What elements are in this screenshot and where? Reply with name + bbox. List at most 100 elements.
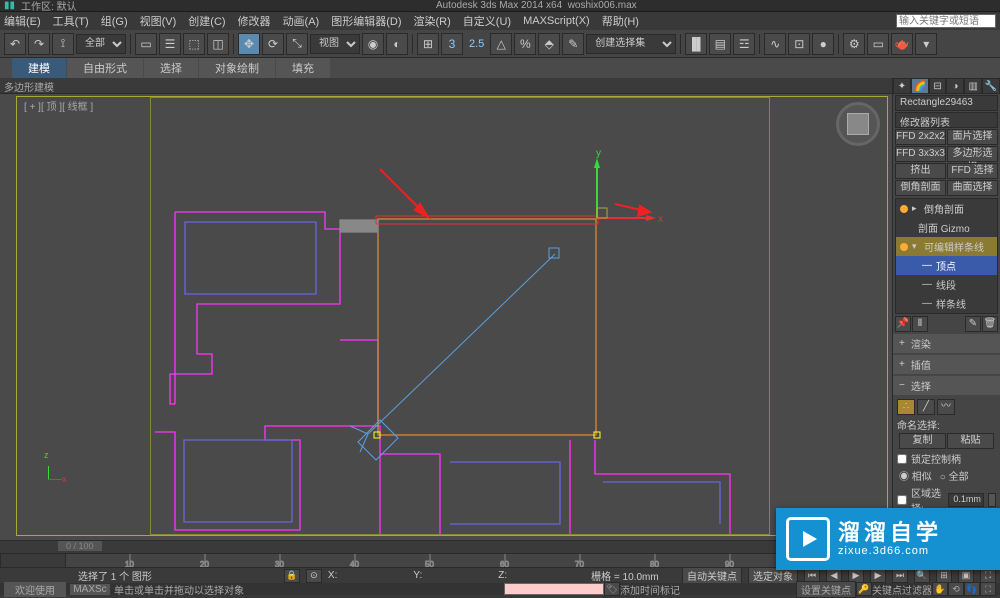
scale-btn[interactable]: ⤡ [286, 33, 308, 55]
object-name-field[interactable]: Rectangle29463 [895, 95, 998, 111]
keymode-btn[interactable]: ⊞ [417, 33, 439, 55]
auto-key-btn[interactable]: 自动关键点 [682, 567, 742, 584]
nav-zoomall-btn[interactable]: ⊞ [936, 569, 952, 583]
subobj-spline-btn[interactable]: 〰 [937, 399, 955, 415]
nav-fov-btn[interactable]: ▣ [958, 569, 974, 583]
menu-grapheditors[interactable]: 图形编辑器(D) [331, 13, 401, 29]
render-btn[interactable]: 🫖 [891, 33, 913, 55]
render-iterative-btn[interactable]: ▾ [915, 33, 937, 55]
qbtn-polysel[interactable]: 多边形选择 [947, 146, 998, 162]
subobj-segment-btn[interactable]: ╱ [917, 399, 935, 415]
menu-create[interactable]: 创建(C) [188, 13, 225, 29]
area-sel-check[interactable] [897, 495, 907, 505]
ribbon-tab-populate[interactable]: 填充 [276, 58, 330, 78]
undo-btn[interactable]: ↶ [4, 33, 26, 55]
qbtn-ffd3[interactable]: FFD 3x3x3 [895, 146, 946, 162]
spinner-snap-btn[interactable]: ⬘ [538, 33, 560, 55]
stack-vertex[interactable]: — 顶点 [896, 256, 997, 275]
subobj-vertex-btn[interactable]: ∴ [897, 399, 915, 415]
pct-snap-btn[interactable]: % [514, 33, 536, 55]
menu-group[interactable]: 组(G) [101, 13, 128, 29]
refcoord-dropdown[interactable]: 视图 [310, 34, 360, 54]
qbtn-ffdsel[interactable]: FFD 选择 [947, 163, 998, 179]
qbtn-surfsel[interactable]: 曲面选择 [947, 180, 998, 196]
menu-edit[interactable]: 编辑(E) [4, 13, 41, 29]
tab-display-icon[interactable]: ▥ [964, 78, 982, 94]
viewport-area[interactable]: [ + ][ 顶 ][ 线框 ] [0, 94, 892, 540]
area-sel-spinner[interactable]: 0.1mm [948, 493, 984, 507]
keyfilter-label[interactable]: 关键点过滤器 [872, 582, 932, 597]
tab-motion-icon[interactable]: ◑ [946, 78, 964, 94]
menu-customize[interactable]: 自定义(U) [463, 13, 511, 29]
stack-spline[interactable]: — 样条线 [896, 294, 997, 313]
ribbon-tab-modeling[interactable]: 建模 [12, 58, 66, 78]
stack-profilegizmo[interactable]: 剖面 Gizmo [896, 218, 997, 237]
copy-sel-btn[interactable]: 复制 [899, 433, 946, 449]
paste-sel-btn[interactable]: 粘贴 [947, 433, 994, 449]
qbtn-ffd2[interactable]: FFD 2x2x2 [895, 129, 946, 145]
pivot-btn[interactable]: ◉ [362, 33, 384, 55]
window-crossing-btn[interactable]: ◫ [207, 33, 229, 55]
menu-tools[interactable]: 工具(T) [53, 13, 89, 29]
schematic-btn[interactable]: ⊡ [788, 33, 810, 55]
qbtn-patchsel[interactable]: 面片选择 [947, 129, 998, 145]
rendered-frame-btn[interactable]: ▭ [867, 33, 889, 55]
nav-zoom-btn[interactable]: 🔍 [914, 569, 930, 583]
menu-maxscript[interactable]: MAXScript(X) [523, 15, 590, 27]
lock-sel-btn[interactable]: 🔒 [284, 569, 300, 583]
time-slider[interactable]: 0 / 100 [0, 540, 892, 553]
tab-hierarchy-icon[interactable]: ⊟ [929, 78, 947, 94]
snap-btn[interactable]: 3 [441, 33, 463, 55]
ed-named-sel-btn[interactable]: ✎ [562, 33, 584, 55]
area-sel-spinner-btns[interactable] [988, 493, 996, 507]
material-btn[interactable]: ● [812, 33, 834, 55]
qbtn-bevelprof[interactable]: 倒角剖面 [895, 180, 946, 196]
named-sel-dropdown[interactable]: 创建选择集 [586, 34, 676, 54]
angle-snap-btn[interactable]: △ [490, 33, 512, 55]
select-object-btn[interactable]: ▭ [135, 33, 157, 55]
tab-utilities-icon[interactable]: 🔧 [982, 78, 1000, 94]
stack-config-btn[interactable]: ✎ [965, 316, 981, 332]
align-btn[interactable]: ▤ [709, 33, 731, 55]
menu-modifiers[interactable]: 修改器 [238, 13, 271, 29]
rollout-interp[interactable]: +插值 [893, 355, 1000, 374]
iso-btn[interactable]: ⊙ [306, 569, 322, 583]
manip-btn[interactable]: ◐ [386, 33, 408, 55]
tab-modify-icon[interactable]: 🌈 [911, 78, 929, 94]
nav-maxmin-btn[interactable]: ⛶ [980, 582, 996, 596]
ribbon-tab-freeform[interactable]: 自由形式 [67, 58, 143, 78]
mirror-btn[interactable]: ▐▌ [685, 33, 707, 55]
move-btn[interactable]: ✥ [238, 33, 260, 55]
rollout-selection[interactable]: −选择 [893, 376, 1000, 395]
radio-similar[interactable]: ◉ 相似 [899, 468, 932, 483]
stack-pin-btn[interactable]: 📌 [895, 316, 911, 332]
stack-bevelprofile[interactable]: ▸倒角剖面 [896, 199, 997, 218]
next-frame-btn[interactable]: ▶ [870, 569, 886, 583]
menu-rendering[interactable]: 渲染(R) [414, 13, 451, 29]
nav-zoomext-btn[interactable]: ⛶ [980, 569, 996, 583]
nav-pan-btn[interactable]: ✋ [932, 582, 948, 596]
menu-animation[interactable]: 动画(A) [283, 13, 320, 29]
select-rect-btn[interactable]: ⬚ [183, 33, 205, 55]
key-mode-btn[interactable]: 🔑 [856, 582, 872, 596]
maxscript-listener[interactable] [504, 583, 604, 595]
stack-remove-btn[interactable]: 🗑 [982, 316, 998, 332]
addtime-btn[interactable]: 🏷 [604, 582, 620, 596]
layer-btn[interactable]: ☲ [733, 33, 755, 55]
ribbon-tab-objectpaint[interactable]: 对象绘制 [199, 58, 275, 78]
modifier-stack[interactable]: ▸倒角剖面 剖面 Gizmo ▾可编辑样条线 — 顶点 — 线段 — 样条线 [895, 198, 998, 314]
lock-handles-check[interactable] [897, 454, 907, 464]
rotate-btn[interactable]: ⟳ [262, 33, 284, 55]
link-btn[interactable]: ⟟ [52, 33, 74, 55]
stack-show-btn[interactable]: Ⅱ [912, 316, 928, 332]
select-name-btn[interactable]: ☰ [159, 33, 181, 55]
radio-all[interactable]: ○ 全部 [940, 468, 969, 483]
filter-dropdown[interactable]: 全部 [76, 34, 126, 54]
curve-editor-btn[interactable]: ∿ [764, 33, 786, 55]
menu-help[interactable]: 帮助(H) [602, 13, 639, 29]
render-setup-btn[interactable]: ⚙ [843, 33, 865, 55]
nav-walk-btn[interactable]: 👣 [964, 582, 980, 596]
menu-view[interactable]: 视图(V) [140, 13, 177, 29]
stack-segment[interactable]: — 线段 [896, 275, 997, 294]
ribbon-tab-selection[interactable]: 选择 [144, 58, 198, 78]
